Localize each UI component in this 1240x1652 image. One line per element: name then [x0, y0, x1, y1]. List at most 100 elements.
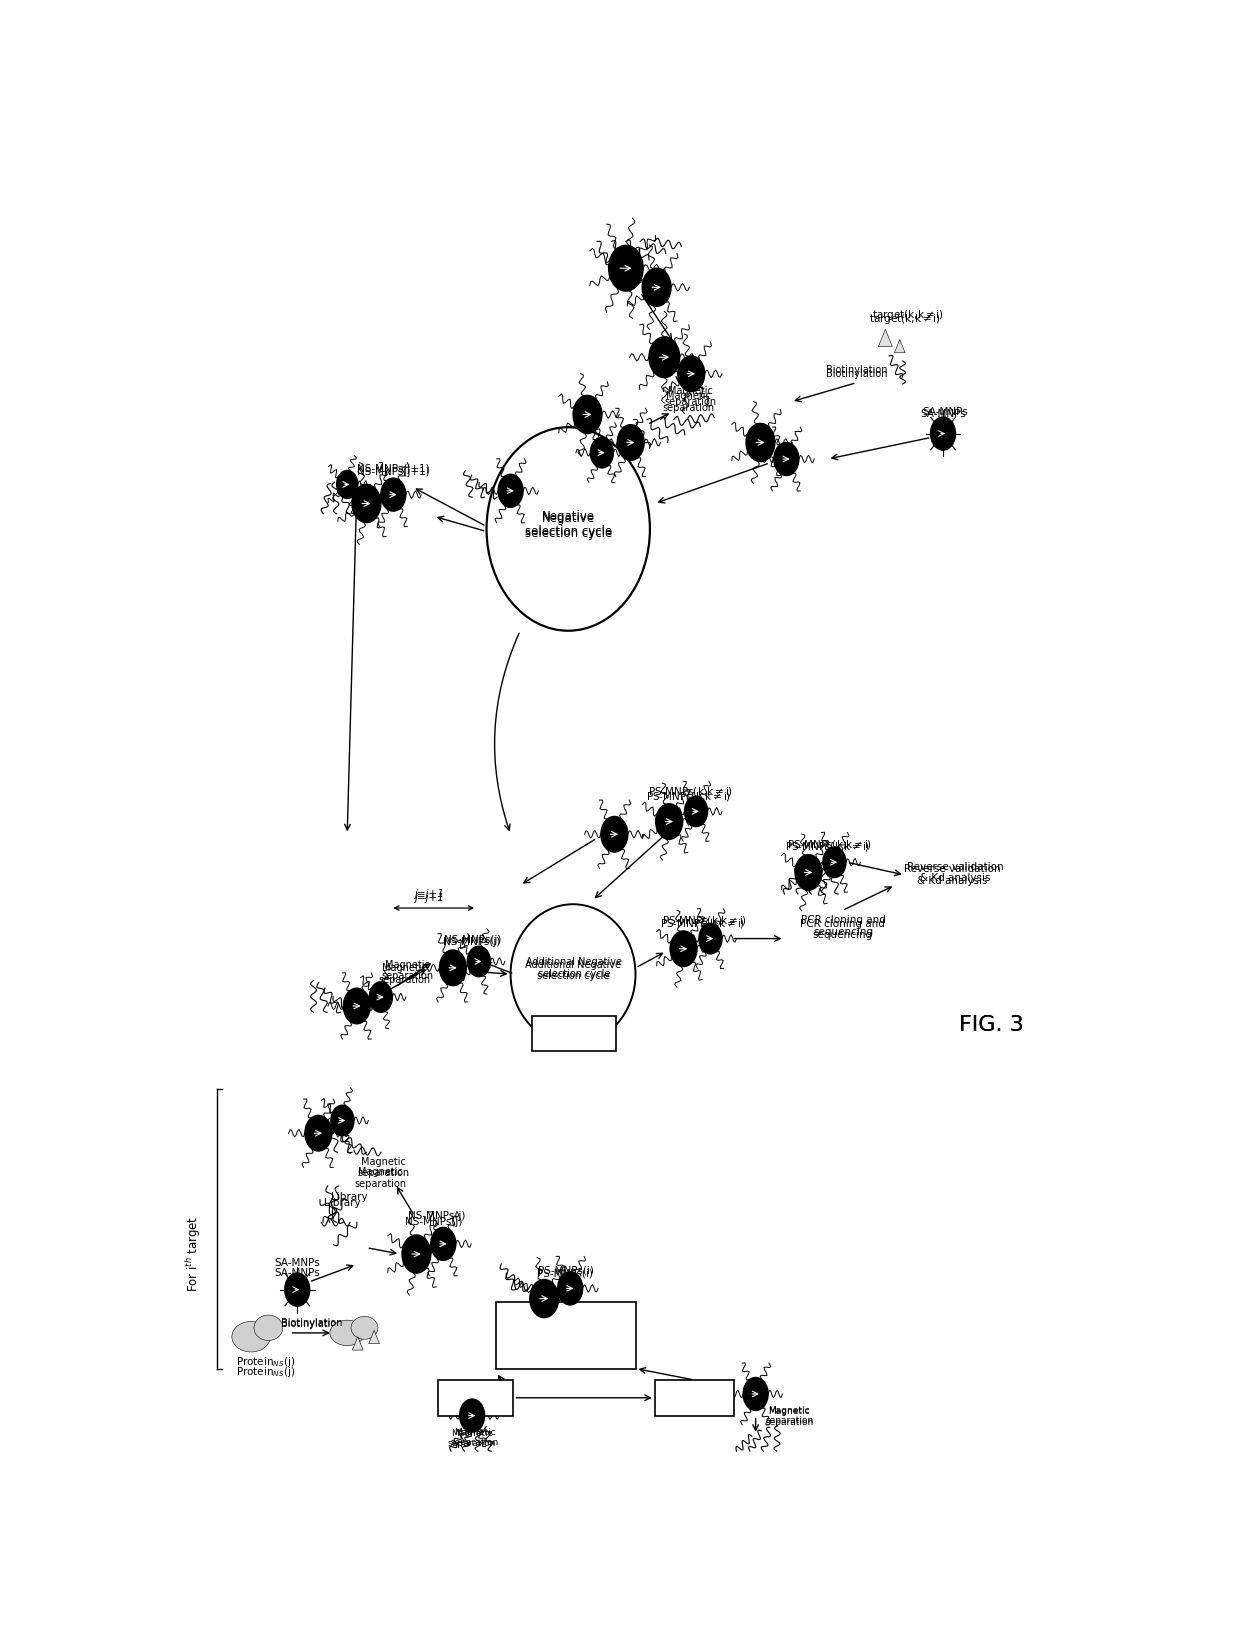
- Text: Magnetic
separation: Magnetic separation: [382, 960, 434, 981]
- Circle shape: [430, 1227, 456, 1260]
- Text: Additional Negative
selection cycle: Additional Negative selection cycle: [525, 960, 621, 981]
- Text: Magnetic
separation: Magnetic separation: [448, 1429, 496, 1449]
- Text: PS-MNPs(k,k$\neq$i): PS-MNPs(k,k$\neq$i): [660, 917, 745, 930]
- Text: Biotinylation: Biotinylation: [826, 365, 888, 375]
- Text: NS-MNPs(j): NS-MNPs(j): [444, 937, 501, 947]
- Text: K=K+1: K=K+1: [556, 1029, 593, 1039]
- Circle shape: [402, 1236, 430, 1274]
- Text: Magnetic
separation: Magnetic separation: [765, 1408, 813, 1427]
- Polygon shape: [368, 1330, 379, 1343]
- Text: MARAS(f$_{30}$): MARAS(f$_{30}$): [666, 1389, 725, 1403]
- Text: For i$^{th}$ target: For i$^{th}$ target: [184, 1216, 203, 1292]
- Text: Window-MARAS: Window-MARAS: [520, 1328, 611, 1341]
- Circle shape: [336, 471, 358, 499]
- Text: Biotinylation: Biotinylation: [826, 368, 888, 378]
- Circle shape: [656, 805, 682, 839]
- Text: Magnetic
separation: Magnetic separation: [662, 392, 714, 413]
- Circle shape: [649, 337, 680, 378]
- Circle shape: [609, 244, 644, 291]
- Circle shape: [823, 847, 846, 877]
- Circle shape: [678, 355, 704, 392]
- Text: NS-MNPs(j): NS-MNPs(j): [408, 1211, 465, 1221]
- Text: Window-MARAS: Window-MARAS: [520, 1328, 611, 1341]
- Circle shape: [618, 425, 644, 461]
- Text: Negative
selection cycle: Negative selection cycle: [525, 512, 611, 540]
- Circle shape: [743, 1378, 768, 1411]
- Text: Biotinylation: Biotinylation: [281, 1318, 342, 1328]
- Circle shape: [331, 1105, 353, 1135]
- Circle shape: [381, 477, 405, 510]
- Circle shape: [285, 1274, 310, 1307]
- Circle shape: [573, 395, 601, 433]
- Bar: [496, 1302, 635, 1368]
- Polygon shape: [894, 339, 905, 354]
- Circle shape: [352, 484, 381, 522]
- Text: Biotinylation: Biotinylation: [281, 1318, 342, 1328]
- Text: PS-MNPs(k,k$\neq$i): PS-MNPs(k,k$\neq$i): [662, 914, 748, 927]
- Text: FIG. 3: FIG. 3: [959, 1014, 1023, 1036]
- Text: Magnetic
separation: Magnetic separation: [765, 1406, 813, 1426]
- Circle shape: [670, 932, 697, 966]
- Text: SA-MNPs: SA-MNPs: [923, 406, 967, 416]
- Circle shape: [343, 988, 371, 1024]
- Text: Library: Library: [331, 1191, 367, 1201]
- Text: target(k,k$\neq$i): target(k,k$\neq$i): [869, 312, 940, 325]
- Circle shape: [684, 796, 708, 826]
- Ellipse shape: [330, 1320, 365, 1346]
- Circle shape: [370, 981, 392, 1013]
- Circle shape: [467, 947, 490, 976]
- Circle shape: [558, 1272, 583, 1305]
- Text: MARAS(f$_a$): MARAS(f$_a$): [449, 1391, 503, 1404]
- Bar: [439, 1379, 513, 1416]
- Text: Negative
selection cycle: Negative selection cycle: [525, 510, 611, 539]
- Text: MARAS(f$_{30}$): MARAS(f$_{30}$): [665, 1391, 724, 1404]
- Circle shape: [699, 923, 722, 953]
- Text: Reverse validation
& Kd analysis: Reverse validation & Kd analysis: [908, 862, 1004, 884]
- Polygon shape: [878, 329, 893, 347]
- Circle shape: [601, 816, 627, 852]
- Ellipse shape: [351, 1317, 378, 1340]
- Text: Library: Library: [324, 1198, 361, 1208]
- Circle shape: [460, 1399, 485, 1432]
- Text: Magnetic
separation: Magnetic separation: [378, 963, 432, 985]
- Text: PS-MNPs(k,k$\neq$i): PS-MNPs(k,k$\neq$i): [647, 785, 733, 798]
- Circle shape: [746, 423, 775, 461]
- Text: PS-MNPs(k,k$\neq$i): PS-MNPs(k,k$\neq$i): [646, 790, 730, 803]
- Text: PS-MNPs(k,k$\neq$i): PS-MNPs(k,k$\neq$i): [785, 841, 870, 854]
- Text: SA-MNPs: SA-MNPs: [920, 410, 966, 420]
- Text: Magnetic
separation: Magnetic separation: [357, 1156, 409, 1178]
- Circle shape: [590, 438, 614, 468]
- Text: NS-MNPs(j+1): NS-MNPs(j+1): [357, 464, 429, 474]
- Circle shape: [498, 474, 523, 507]
- Circle shape: [795, 854, 822, 890]
- Text: PCR cloning and
sequencing: PCR cloning and sequencing: [800, 919, 884, 940]
- Text: PS-MNPs(i): PS-MNPs(i): [538, 1265, 594, 1275]
- Bar: [532, 1016, 616, 1051]
- Text: NS-MNPs(j): NS-MNPs(j): [444, 935, 502, 945]
- Circle shape: [774, 443, 799, 476]
- Text: MARAS(f$_a$): MARAS(f$_a$): [449, 1389, 503, 1403]
- Text: PS-MNPs(i): PS-MNPs(i): [537, 1269, 593, 1279]
- Text: Magnetic
separation: Magnetic separation: [355, 1166, 407, 1188]
- Ellipse shape: [254, 1315, 283, 1340]
- Polygon shape: [352, 1336, 363, 1350]
- Bar: [655, 1379, 734, 1416]
- Text: PS-MNPs(k,k$\neq$i): PS-MNPs(k,k$\neq$i): [787, 838, 872, 851]
- Circle shape: [439, 950, 466, 986]
- Circle shape: [930, 416, 956, 449]
- Text: SA-MNPs: SA-MNPs: [274, 1269, 320, 1279]
- Text: NS-MNPs(j+1): NS-MNPs(j+1): [357, 468, 429, 477]
- Text: NS-MNPs(j): NS-MNPs(j): [405, 1218, 463, 1227]
- Text: j=j+1: j=j+1: [414, 889, 444, 899]
- Text: PCR cloning and
sequencing: PCR cloning and sequencing: [801, 915, 885, 937]
- Text: Reverse validation
& Kd analysis: Reverse validation & Kd analysis: [904, 864, 1001, 885]
- Text: SA-MNPs: SA-MNPs: [274, 1257, 320, 1269]
- Text: target(k,k$\neq$i): target(k,k$\neq$i): [872, 309, 944, 322]
- Text: Protein$_{NS}$(j): Protein$_{NS}$(j): [236, 1365, 295, 1379]
- Text: Additional Negative
selection cycle: Additional Negative selection cycle: [526, 957, 622, 978]
- Circle shape: [642, 268, 671, 306]
- Circle shape: [305, 1115, 332, 1151]
- Text: Protein$_{NS}$(j): Protein$_{NS}$(j): [236, 1355, 295, 1370]
- Ellipse shape: [232, 1322, 270, 1351]
- Text: Magnetic
separation: Magnetic separation: [665, 387, 717, 408]
